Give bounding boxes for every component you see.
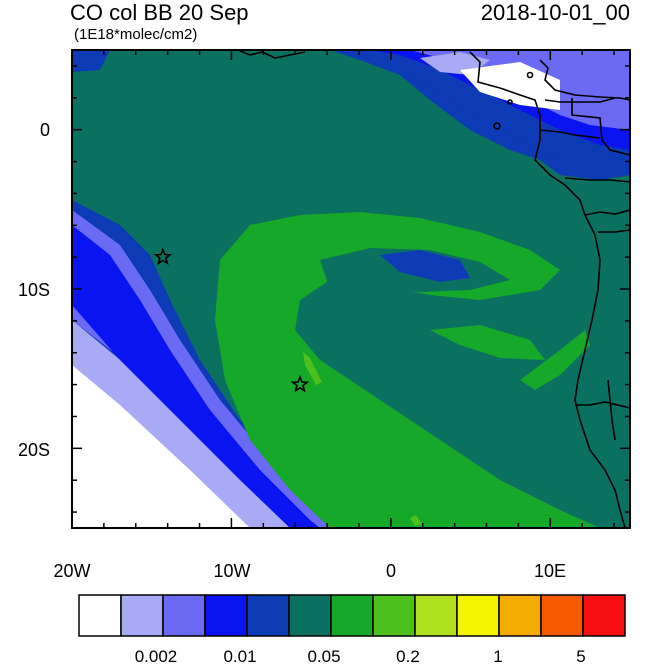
colorbar-swatch-10 (498, 594, 542, 637)
colorbar-swatch-9 (456, 594, 500, 637)
lat-label-0: 0 (39, 120, 50, 140)
border-2 (544, 97, 616, 103)
axis-ticks (71, 50, 630, 528)
field-layer-bright-blue (72, 225, 320, 528)
colorbar-swatch-6 (330, 594, 374, 637)
border-4 (539, 129, 601, 139)
field-layer-light-green-2 (410, 515, 422, 526)
colorbar-swatch-11 (540, 594, 584, 637)
border-7 (598, 229, 630, 233)
field-layer-left-dark-blue (72, 50, 110, 72)
border-8 (575, 401, 630, 409)
colorbar-swatch-1 (120, 594, 164, 637)
island-2 (507, 99, 513, 105)
map-title: CO col BB 20 Sep (70, 0, 249, 25)
co-field (72, 50, 630, 528)
field-layer-green (215, 212, 600, 528)
field-layer-inner-blue (380, 250, 470, 282)
colorbar-swatch-8 (414, 594, 458, 637)
border-9 (607, 379, 616, 441)
star-marker-2 (290, 374, 310, 393)
field-layer-light-green (303, 352, 322, 385)
colorbar-swatch-2 (162, 594, 206, 637)
lat-label-20s: 20S (17, 440, 50, 460)
lon-label-0: 0 (385, 561, 396, 581)
border-3 (571, 98, 630, 156)
field-layer-top-white (460, 62, 560, 110)
lon-label-10w: 10W (213, 561, 251, 581)
colorbar-swatch-5 (288, 594, 332, 637)
lon-label-20w: 20W (53, 561, 91, 581)
colorbar-label-3: 0.2 (396, 647, 420, 666)
colorbar-label-2: 0.05 (307, 647, 341, 666)
colorbar-label-5: 5 (576, 647, 586, 666)
field-layer-green-streak (430, 325, 545, 360)
colorbar-swatch-7 (372, 594, 416, 637)
colorbar-label-1: 0.01 (223, 647, 257, 666)
colorbar-swatch-0 (78, 594, 122, 637)
markers (153, 247, 310, 393)
units-label: (1E18*molec/cm2) (74, 26, 198, 43)
coastline-north (237, 50, 306, 59)
border-5 (564, 177, 630, 183)
timestamp-label: 2018-10-01_00 (480, 0, 630, 25)
island-3 (526, 71, 534, 79)
island-1 (493, 122, 501, 130)
lon-label-10e: 10E (533, 561, 567, 581)
coastline-africa (469, 51, 626, 528)
border-6 (584, 209, 630, 216)
colorbar-swatch-4 (246, 594, 290, 637)
field-layer-medium-blue (72, 210, 340, 528)
colorbar (78, 594, 626, 637)
colorbar-swatch-12 (582, 594, 626, 637)
field-layer-green-streak-2 (520, 330, 590, 390)
coastline (237, 50, 630, 528)
lat-label-10s: 10S (17, 280, 50, 300)
colorbar-swatch-3 (204, 594, 248, 637)
border-1 (539, 59, 630, 101)
field-layer-teal (72, 50, 630, 528)
colorbar-label-0: 0.002 (134, 647, 178, 666)
star-marker-1 (153, 247, 173, 266)
colorbar-label-4: 1 (493, 647, 503, 666)
